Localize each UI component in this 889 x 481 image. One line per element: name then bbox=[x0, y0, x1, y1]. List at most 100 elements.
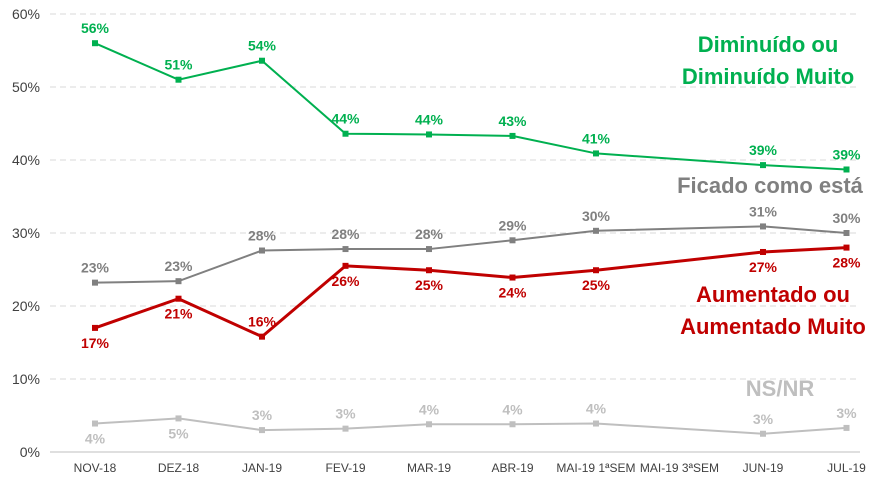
data-point-ficado bbox=[175, 278, 182, 285]
data-point-aumentado bbox=[760, 248, 766, 255]
data-label-diminuido: 44% bbox=[331, 111, 360, 127]
data-label-ficado: 30% bbox=[582, 208, 611, 224]
x-tick-label: MAR-19 bbox=[407, 461, 451, 475]
data-label-aumentado: 24% bbox=[498, 285, 527, 301]
data-point-aumentado bbox=[509, 274, 516, 281]
series-label-nsnr: NS/NR bbox=[746, 376, 815, 401]
data-point-diminuido bbox=[509, 132, 516, 139]
data-label-diminuido: 39% bbox=[832, 146, 861, 162]
data-label-aumentado: 25% bbox=[415, 277, 444, 293]
data-label-aumentado: 28% bbox=[832, 255, 861, 271]
data-point-nsnr bbox=[175, 415, 182, 422]
data-point-nsnr bbox=[342, 425, 349, 432]
data-label-nsnr: 4% bbox=[419, 401, 440, 417]
data-point-nsnr bbox=[426, 421, 432, 428]
x-tick-label: JAN-19 bbox=[242, 461, 282, 475]
data-point-nsnr bbox=[593, 420, 599, 427]
x-tick-label: FEV-19 bbox=[325, 461, 365, 475]
data-point-diminuido bbox=[92, 40, 98, 47]
y-tick-label: 30% bbox=[12, 225, 40, 241]
data-label-diminuido: 41% bbox=[582, 130, 611, 146]
data-point-aumentado bbox=[92, 324, 98, 331]
data-point-nsnr bbox=[843, 424, 850, 431]
data-point-aumentado bbox=[843, 244, 850, 251]
x-tick-label: DEZ-18 bbox=[158, 461, 200, 475]
data-point-diminuido bbox=[843, 166, 850, 173]
x-tick-label: MAI-19 3ªSEM bbox=[640, 461, 719, 475]
series-label-ficado: Ficado como está bbox=[677, 173, 864, 198]
y-tick-label: 0% bbox=[20, 444, 40, 460]
series-label-aumentado: Aumentado ou bbox=[696, 282, 850, 307]
data-label-aumentado: 26% bbox=[331, 273, 360, 289]
data-point-ficado bbox=[509, 237, 516, 244]
data-label-ficado: 28% bbox=[248, 228, 277, 244]
series-label-aumentado: Aumentado Muito bbox=[680, 314, 866, 339]
data-label-nsnr: 5% bbox=[168, 425, 189, 441]
data-label-nsnr: 4% bbox=[85, 431, 106, 447]
data-label-diminuido: 43% bbox=[498, 113, 527, 129]
data-point-ficado bbox=[92, 279, 98, 286]
data-point-nsnr bbox=[92, 420, 98, 427]
data-labels: 56% 51% 54% 44% 44% 43% 41% 39% 39% 23% 23% 28% 28% 2… bbox=[81, 20, 861, 446]
data-label-nsnr: 3% bbox=[335, 406, 356, 422]
y-tick-label: 10% bbox=[12, 371, 40, 387]
y-axis-ticks: 0% 10% 20% 30% 40% 50% 60% bbox=[12, 6, 40, 460]
data-point-ficado bbox=[843, 230, 850, 236]
y-tick-label: 20% bbox=[12, 298, 40, 314]
x-tick-label: JUN-19 bbox=[743, 461, 784, 475]
data-label-aumentado: 27% bbox=[749, 259, 778, 275]
data-label-ficado: 23% bbox=[81, 260, 110, 276]
series-line-diminuido bbox=[94, 42, 847, 171]
y-tick-label: 60% bbox=[12, 6, 40, 22]
data-label-diminuido: 51% bbox=[164, 57, 193, 73]
data-label-ficado: 28% bbox=[415, 226, 444, 242]
data-label-diminuido: 56% bbox=[81, 20, 110, 36]
x-tick-label: NOV-18 bbox=[74, 461, 117, 475]
data-label-nsnr: 3% bbox=[753, 411, 774, 427]
data-point-ficado bbox=[342, 246, 349, 253]
data-label-nsnr: 3% bbox=[836, 405, 857, 421]
series-labels: Diminuído ou Diminuído Muito Ficado como e… bbox=[677, 32, 866, 401]
data-label-diminuido: 54% bbox=[248, 38, 277, 54]
data-point-diminuido bbox=[760, 162, 766, 169]
data-label-nsnr: 3% bbox=[252, 407, 273, 423]
data-point-nsnr bbox=[509, 421, 516, 428]
data-point-diminuido bbox=[259, 57, 265, 64]
data-point-aumentado bbox=[175, 295, 182, 302]
data-point-aumentado bbox=[426, 267, 432, 274]
series-lines bbox=[92, 40, 850, 437]
data-label-aumentado: 17% bbox=[81, 335, 110, 351]
data-point-ficado bbox=[426, 246, 432, 253]
data-point-aumentado bbox=[342, 262, 349, 269]
data-label-aumentado: 21% bbox=[164, 306, 193, 322]
series-label-diminuido: Diminuído ou bbox=[698, 32, 839, 57]
x-tick-label: JUL-19 bbox=[827, 461, 866, 475]
data-point-aumentado bbox=[259, 333, 265, 340]
series-line-nsnr bbox=[94, 417, 847, 435]
data-point-diminuido bbox=[342, 130, 349, 137]
data-point-diminuido bbox=[426, 131, 432, 138]
data-label-nsnr: 4% bbox=[586, 401, 607, 417]
data-point-ficado bbox=[593, 227, 599, 234]
data-point-nsnr bbox=[259, 427, 265, 434]
x-tick-label: ABR-19 bbox=[491, 461, 533, 475]
gridlines bbox=[50, 13, 860, 453]
data-label-diminuido: 39% bbox=[749, 142, 778, 158]
data-point-ficado bbox=[760, 223, 766, 230]
data-label-aumentado: 16% bbox=[248, 314, 277, 330]
data-point-nsnr bbox=[760, 430, 766, 437]
data-label-diminuido: 44% bbox=[415, 111, 444, 127]
data-label-ficado: 30% bbox=[832, 210, 861, 226]
data-point-ficado bbox=[259, 247, 265, 254]
y-tick-label: 40% bbox=[12, 152, 40, 168]
data-point-aumentado bbox=[593, 267, 599, 274]
x-tick-label: MAI-19 1ªSEM bbox=[556, 461, 635, 475]
x-axis-ticks: NOV-18 DEZ-18 JAN-19 FEV-19 MAR-19 ABR-19 MAI-… bbox=[74, 461, 867, 475]
data-label-ficado: 31% bbox=[749, 203, 778, 219]
data-label-ficado: 28% bbox=[331, 226, 360, 242]
data-label-nsnr: 4% bbox=[502, 401, 523, 417]
data-label-aumentado: 25% bbox=[582, 277, 611, 293]
y-tick-label: 50% bbox=[12, 79, 40, 95]
series-label-diminuido: Diminuído Muito bbox=[682, 64, 854, 89]
